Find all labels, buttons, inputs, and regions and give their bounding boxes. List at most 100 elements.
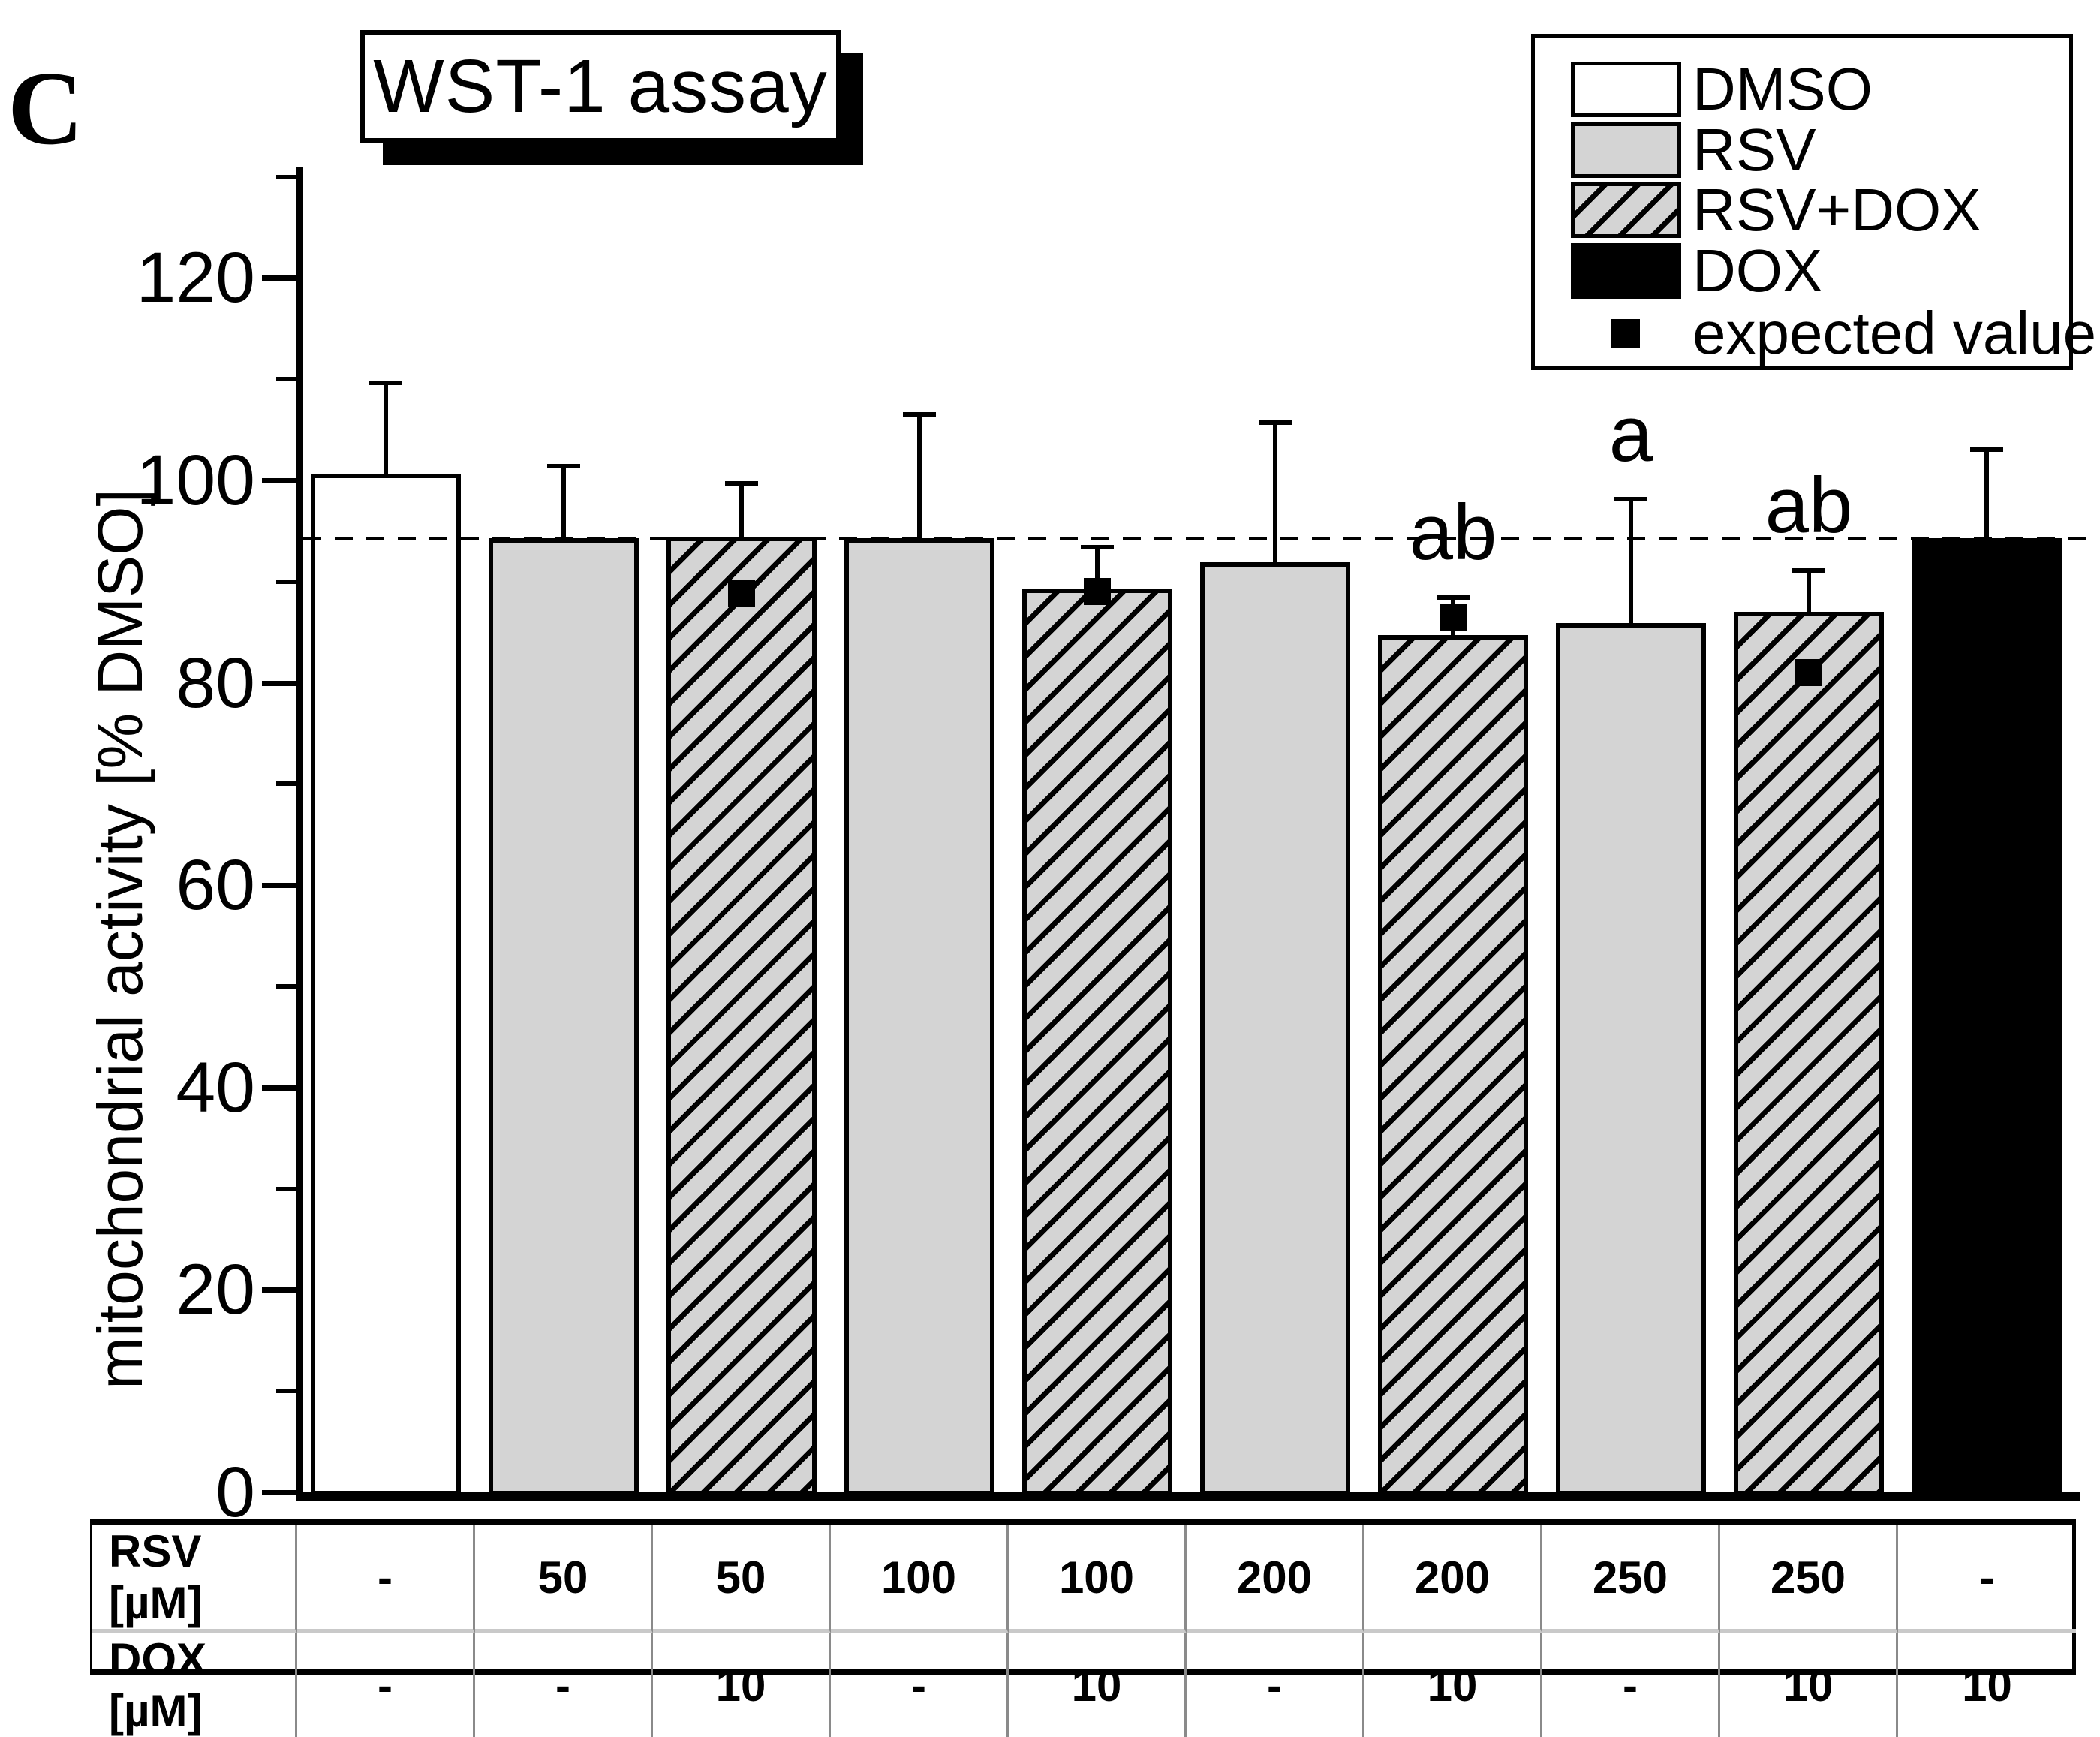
expected-value-marker xyxy=(728,580,755,607)
error-bar xyxy=(1807,569,1811,613)
table-cell-dox-4: - xyxy=(831,1633,1009,1737)
legend-label: RSV xyxy=(1692,116,1816,183)
y-axis-tick-major xyxy=(262,1287,296,1293)
y-axis-tick-major xyxy=(262,1085,296,1091)
y-axis-tick-minor xyxy=(276,579,296,584)
y-axis-tick-minor xyxy=(276,1186,296,1191)
table-cell-rsv-1: - xyxy=(297,1525,475,1633)
sig-label: a xyxy=(1608,390,1653,479)
chart-title-box: WST-1 assay xyxy=(360,30,841,143)
table-cell-rsv-3: 50 xyxy=(653,1525,831,1633)
table-cell-dox-8: - xyxy=(1542,1633,1720,1737)
table-cell-rsv-7: 200 xyxy=(1364,1525,1542,1633)
y-axis-line xyxy=(296,167,303,1501)
y-axis-tick-minor xyxy=(276,781,296,787)
table-cell-dox-9: 10 xyxy=(1720,1633,1898,1737)
legend-swatch-rsv xyxy=(1571,122,1681,178)
error-bar-cap xyxy=(903,412,936,417)
table-cell-rsv-4: 100 xyxy=(831,1525,1009,1633)
table-cell-dox-3: 10 xyxy=(653,1633,831,1737)
y-axis-tick-label: 120 xyxy=(136,238,255,318)
bar-rsv-200 xyxy=(1200,562,1350,1495)
error-bar xyxy=(1095,546,1100,589)
figure: C WST-1 assay DMSO RSV RSV+DOX DOX expected … xyxy=(8,30,2100,1737)
bar-rsv-dox-100-10 xyxy=(1022,589,1172,1495)
y-axis-tick-label: 80 xyxy=(176,643,255,723)
y-axis-tick-minor xyxy=(276,377,296,382)
error-bar-cap xyxy=(547,463,580,468)
y-axis-tick-minor xyxy=(276,1389,296,1394)
error-bar xyxy=(384,382,388,474)
bar-rsv-100 xyxy=(844,537,994,1495)
chart-area: 0 20 40 60 80 100 120 ab a ab xyxy=(136,167,2100,1532)
bar-rsv-dox-200-10 xyxy=(1378,635,1528,1495)
error-bar xyxy=(561,465,566,538)
error-bar-cap xyxy=(1081,544,1114,549)
error-bar-cap xyxy=(1792,567,1825,573)
table-row-header-dox: DOX [µM] xyxy=(92,1633,297,1737)
table-cell-dox-10: 10 xyxy=(1962,1660,2012,1711)
expected-value-marker xyxy=(1084,578,1111,606)
y-axis-tick-major xyxy=(262,1490,296,1495)
bar-rsv-50 xyxy=(489,537,639,1495)
table-cell-rsv-10: - xyxy=(1898,1525,2076,1633)
table-row-header-rsv: RSV [µM] xyxy=(92,1525,297,1633)
bar-rsv-dox-50-10 xyxy=(666,537,817,1495)
y-axis-tick-minor xyxy=(276,984,296,989)
table-cell-rsv-2: 50 xyxy=(475,1525,653,1633)
sig-label: ab xyxy=(1409,489,1497,577)
legend-item: expected value xyxy=(1535,303,2096,363)
legend-swatch-rsv-dox xyxy=(1571,182,1681,238)
table-cell-dox-7: 10 xyxy=(1364,1633,1542,1737)
error-bar xyxy=(1629,498,1633,624)
table-cell-dox-1: - xyxy=(297,1633,475,1737)
error-bar-cap xyxy=(1437,595,1470,601)
legend-label: RSV+DOX xyxy=(1692,176,1981,243)
y-axis-tick-major xyxy=(262,883,296,889)
legend-label: expected value xyxy=(1692,300,2097,366)
y-axis-tick-label: 40 xyxy=(176,1047,255,1127)
legend-label: DMSO xyxy=(1692,56,1873,122)
table-cell-rsv-8: 250 xyxy=(1542,1525,1720,1633)
error-bar xyxy=(1273,421,1277,563)
y-axis-tick-minor xyxy=(276,174,296,179)
legend-item: DMSO xyxy=(1535,56,2069,122)
legend-swatch-dmso xyxy=(1571,62,1681,117)
x-axis-line xyxy=(296,1492,2080,1501)
y-axis-tick-label: 20 xyxy=(176,1250,255,1330)
bar-rsv-250 xyxy=(1556,623,1706,1495)
error-bar-cap xyxy=(1259,420,1292,425)
legend-item: RSV+DOX xyxy=(1535,176,2069,243)
reference-dashed-line xyxy=(303,536,2100,540)
expected-value-marker xyxy=(1795,659,1822,687)
bar-rsv-dox-250-10 xyxy=(1734,612,1884,1495)
table-cell-rsv-9: 250 xyxy=(1720,1525,1898,1633)
legend-label: DOX xyxy=(1692,237,1823,304)
table-cell-dox-5: 10 xyxy=(1009,1633,1187,1737)
table-cell-dox-6: - xyxy=(1187,1633,1364,1737)
y-axis-tick-major xyxy=(262,478,296,483)
y-axis-tick-major xyxy=(262,275,296,281)
error-bar xyxy=(739,482,744,537)
error-bar-cap xyxy=(1614,497,1647,502)
chart-title: WST-1 assay xyxy=(373,44,828,128)
error-bar xyxy=(1984,449,1989,538)
bar-dox-10 xyxy=(1912,537,2062,1495)
y-axis-tick-major xyxy=(262,680,296,686)
sig-label: ab xyxy=(1765,461,1853,549)
panel-label: C xyxy=(8,50,84,167)
legend-item: RSV xyxy=(1535,116,2069,183)
y-axis-tick-label: 100 xyxy=(136,441,255,520)
bar-dmso xyxy=(311,473,461,1495)
error-bar-cap xyxy=(725,480,758,486)
y-axis-tick-label: 60 xyxy=(176,845,255,926)
table-cell-rsv-5: 100 xyxy=(1009,1525,1187,1633)
dose-table: RSV [µM] -50 50 100 100 200 200 250 250- DOX [µM]… xyxy=(90,1519,2076,1737)
table-cell-rsv-6: 200 xyxy=(1187,1525,1364,1633)
expected-value-legend-marker-icon xyxy=(1611,319,1640,348)
legend-item: DOX xyxy=(1535,237,2069,304)
table-cell-dox-2: - xyxy=(475,1633,653,1737)
error-bar-cap xyxy=(1970,447,2003,453)
error-bar xyxy=(917,414,922,538)
expected-value-marker xyxy=(1440,603,1467,631)
